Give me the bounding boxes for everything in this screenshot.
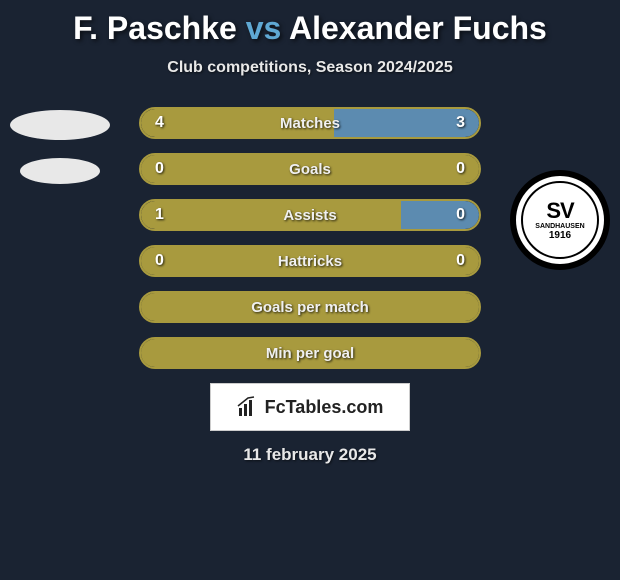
crest-club: SANDHAUSEN	[535, 223, 584, 231]
fctables-logo: FcTables.com	[210, 383, 410, 431]
stat-label: Matches	[141, 109, 479, 137]
stat-row: Goals per match	[139, 291, 481, 323]
stat-row: 10Assists	[139, 199, 481, 231]
comparison-title: F. Paschke vs Alexander Fuchs	[0, 0, 620, 47]
subtitle: Club competitions, Season 2024/2025	[0, 59, 620, 77]
placeholder-ellipse	[20, 158, 100, 184]
stat-label: Goals	[141, 155, 479, 183]
player1-name: F. Paschke	[73, 10, 237, 46]
vs-text: vs	[246, 10, 282, 46]
crest-year: 1916	[549, 230, 571, 241]
stats-container: 43Matches 00Goals 10Assists 00Hattricks Goal…	[139, 107, 481, 369]
crest-sv: SV	[546, 199, 573, 223]
stat-row: 43Matches	[139, 107, 481, 139]
chart-icon	[237, 396, 259, 418]
stat-row: 00Hattricks	[139, 245, 481, 277]
sandhausen-crest: SV SANDHAUSEN 1916	[510, 170, 610, 270]
stat-label: Min per goal	[141, 339, 479, 367]
team-logo-right: SV SANDHAUSEN 1916	[510, 170, 610, 270]
stat-label: Assists	[141, 201, 479, 229]
player2-name: Alexander Fuchs	[289, 10, 547, 46]
stat-row: Min per goal	[139, 337, 481, 369]
placeholder-ellipse	[10, 110, 110, 140]
stat-row: 00Goals	[139, 153, 481, 185]
stat-label: Goals per match	[141, 293, 479, 321]
footer-brand-text: FcTables.com	[265, 397, 384, 418]
date-text: 11 february 2025	[0, 445, 620, 465]
stat-label: Hattricks	[141, 247, 479, 275]
team-logo-left	[10, 110, 110, 210]
